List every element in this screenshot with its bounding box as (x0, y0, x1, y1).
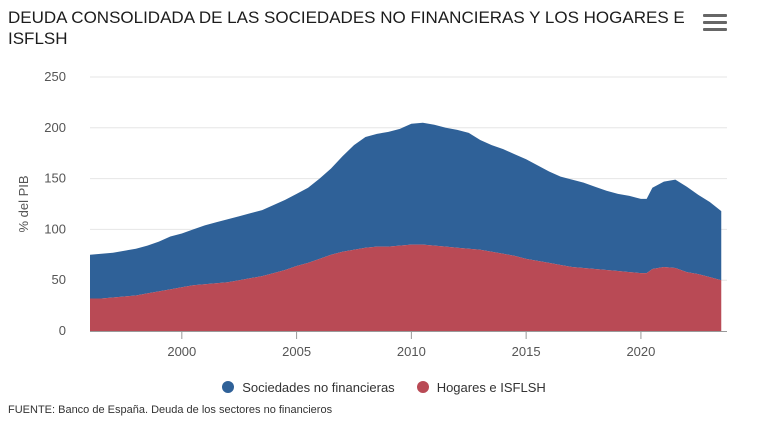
hamburger-menu-icon[interactable] (703, 14, 727, 36)
axes: 0 50 100 150 200 250 2000 2005 2010 2015 2020 % del… (16, 69, 727, 359)
series-areas (90, 122, 722, 331)
y-tick-label: 0 (59, 323, 66, 338)
legend-marker-sociedades (222, 381, 235, 393)
legend-item-hogares[interactable]: Hogares e ISFLSH (416, 379, 546, 395)
legend-marker-hogares (416, 381, 429, 393)
x-tick-label: 2015 (512, 344, 541, 359)
chart-title: DEUDA CONSOLIDADA DE LAS SOCIEDADES NO F… (8, 8, 685, 48)
area-sociedades-no-financieras (90, 122, 722, 331)
y-tick-label: 250 (44, 69, 66, 84)
legend-item-sociedades[interactable]: Sociedades no financieras (222, 380, 395, 395)
y-tick-label: 100 (44, 221, 66, 236)
y-tick-label: 50 (52, 272, 66, 287)
legend-label-hogares: Hogares e ISFLSH (436, 379, 546, 395)
x-tick-label: 2010 (397, 344, 426, 359)
x-tick-label: 2020 (626, 344, 655, 359)
chart-area: 0 50 100 150 200 250 2000 2005 2010 2015 2020 % del… (16, 69, 727, 359)
y-tick-label: 150 (44, 171, 66, 186)
legend: Sociedades no financieras Hogares e ISFL… (0, 376, 768, 398)
x-tick-label: 2005 (282, 344, 311, 359)
y-tick-label: 200 (44, 120, 66, 135)
area-hogares-isflsh (90, 244, 722, 331)
source-note: FUENTE: Banco de España. Deuda de los se… (8, 404, 333, 416)
y-axis-title: % del PIB (16, 175, 31, 232)
x-tick-label: 2000 (167, 344, 196, 359)
legend-label-sociedades: Sociedades no financieras (242, 379, 395, 395)
